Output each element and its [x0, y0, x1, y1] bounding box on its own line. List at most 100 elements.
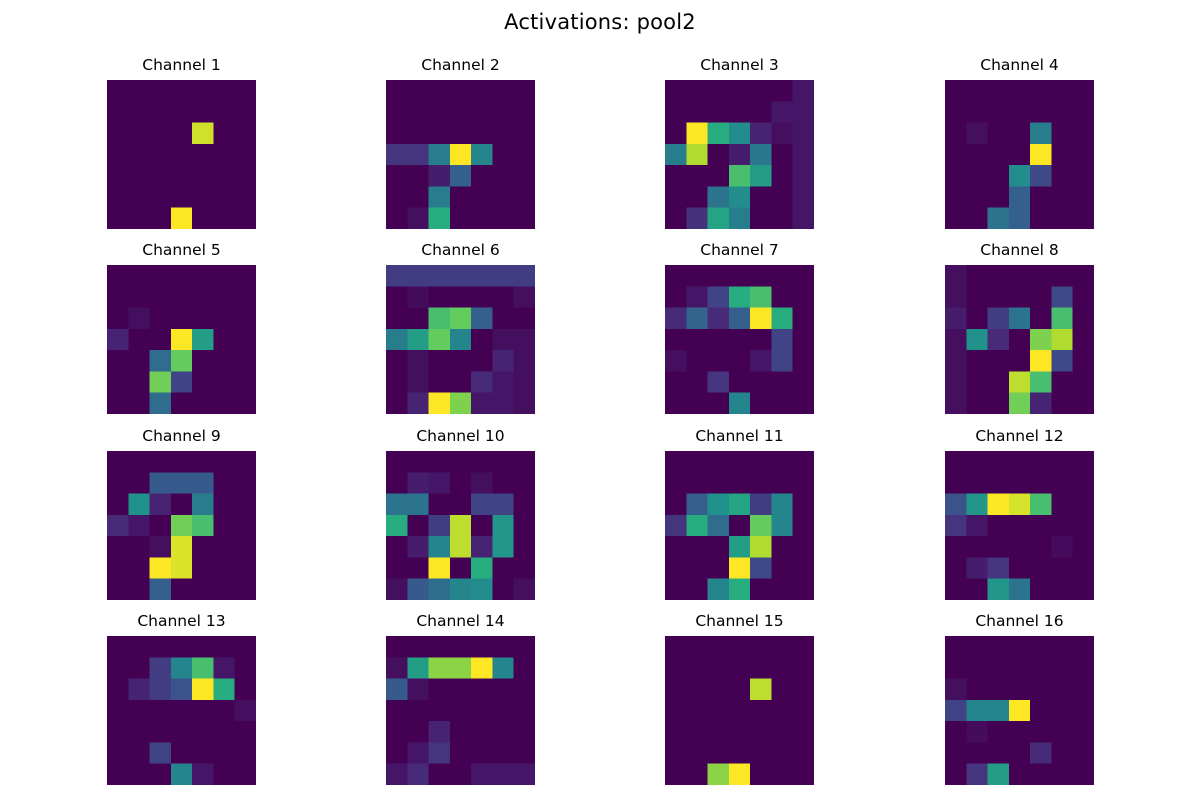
heatmap-cell — [771, 536, 794, 558]
heatmap-cell — [792, 742, 814, 765]
heatmap-cell — [386, 699, 408, 722]
heatmap-cell — [1072, 186, 1094, 209]
heatmap-cell — [428, 143, 451, 166]
heatmap-cell — [1072, 578, 1094, 600]
heatmap-cell — [192, 392, 214, 414]
heatmap-cell — [665, 636, 687, 658]
heatmap-cell — [513, 101, 535, 123]
heatmap-cell — [987, 392, 1010, 414]
heatmap-cell — [987, 122, 1010, 145]
heatmap-cell — [513, 636, 535, 658]
heatmap-cell — [213, 699, 236, 722]
heatmap-cell — [1030, 101, 1052, 123]
heatmap-cell — [1008, 763, 1031, 785]
heatmap-cell — [449, 207, 472, 229]
heatmap-cell — [449, 472, 472, 494]
heatmap-cell — [428, 721, 451, 743]
heatmap-cell — [792, 493, 814, 516]
heatmap-cell — [792, 392, 814, 414]
heatmap-cell — [213, 122, 236, 145]
heatmap-cell — [1072, 265, 1094, 287]
heatmap-cell — [686, 699, 708, 722]
heatmap-cell — [471, 207, 493, 229]
heatmap-cell — [386, 578, 408, 600]
heatmap-cell — [407, 371, 429, 394]
heatmap-cell — [1051, 186, 1074, 209]
heatmap-cell — [707, 328, 730, 351]
heatmap-cell — [750, 328, 772, 351]
heatmap-cell — [1030, 763, 1052, 785]
heatmap-cell — [513, 451, 535, 473]
heatmap-cell — [1072, 678, 1094, 701]
heatmap-cell — [149, 122, 172, 145]
heatmap-cell — [471, 371, 493, 394]
heatmap-cell — [1008, 186, 1031, 209]
heatmap-cell — [1008, 536, 1031, 558]
heatmap-cell — [1072, 636, 1094, 658]
heatmap-cell — [792, 80, 814, 102]
heatmap-cell — [170, 514, 193, 537]
heatmap-cell — [987, 657, 1010, 679]
heatmap-cell — [1072, 493, 1094, 516]
heatmap-cell — [945, 536, 967, 558]
heatmap-cell — [987, 207, 1010, 229]
heatmap-cell — [1030, 678, 1052, 701]
heatmap-cell — [792, 699, 814, 722]
heatmap-cell — [1030, 207, 1052, 229]
heatmap-cell — [128, 678, 150, 701]
heatmap-cell — [471, 678, 493, 701]
heatmap-cell — [728, 286, 751, 308]
heatmap-cell — [234, 371, 256, 394]
heatmap-cell — [471, 165, 493, 187]
heatmap-cell — [771, 493, 794, 516]
heatmap-cell — [213, 451, 236, 473]
heatmap-cell — [1030, 536, 1052, 558]
heatmap-cell — [492, 699, 515, 722]
heatmap-cell — [728, 101, 751, 123]
heatmap-cell — [234, 122, 256, 145]
heatmap-cell — [966, 493, 988, 516]
heatmap-cell — [149, 101, 172, 123]
heatmap-cell — [128, 307, 150, 330]
heatmap-cell — [1051, 721, 1074, 743]
heatmap-cell — [1051, 578, 1074, 600]
heatmap-cell — [987, 763, 1010, 785]
heatmap-cell — [471, 636, 493, 658]
heatmap-cell — [1008, 578, 1031, 600]
heatmap-cell — [386, 101, 408, 123]
heatmap-cell — [1030, 699, 1052, 722]
heatmap-cell — [192, 143, 214, 166]
heatmap-cell — [945, 350, 967, 372]
heatmap-cell — [492, 514, 515, 537]
heatmap-cell — [449, 165, 472, 187]
heatmap-cell — [966, 286, 988, 308]
heatmap-cell — [945, 143, 967, 166]
heatmap-panel: Channel 1 — [107, 56, 256, 229]
heatmap-cell — [945, 557, 967, 580]
heatmap-cell — [149, 678, 172, 701]
heatmap-cell — [428, 763, 451, 785]
heatmap-cell — [234, 143, 256, 166]
heatmap-cell — [449, 699, 472, 722]
heatmap-cell — [686, 265, 708, 287]
heatmap-cell — [1008, 742, 1031, 765]
heatmap-cell — [1030, 493, 1052, 516]
heatmap-cell — [213, 101, 236, 123]
heatmap-cell — [1051, 493, 1074, 516]
heatmap-cell — [1072, 657, 1094, 679]
heatmap-cell — [128, 472, 150, 494]
heatmap-cell — [128, 493, 150, 516]
heatmap-cell — [987, 350, 1010, 372]
heatmap-cell — [728, 307, 751, 330]
heatmap-cell — [492, 472, 515, 494]
heatmap — [107, 265, 256, 414]
heatmap-cell — [107, 472, 129, 494]
heatmap-cell — [213, 578, 236, 600]
heatmap-cell — [1072, 472, 1094, 494]
heatmap-cell — [471, 472, 493, 494]
heatmap-cell — [1008, 699, 1031, 722]
heatmap-cell — [170, 350, 193, 372]
heatmap-cell — [386, 451, 408, 473]
heatmap-cell — [149, 742, 172, 765]
heatmap-cell — [149, 265, 172, 287]
